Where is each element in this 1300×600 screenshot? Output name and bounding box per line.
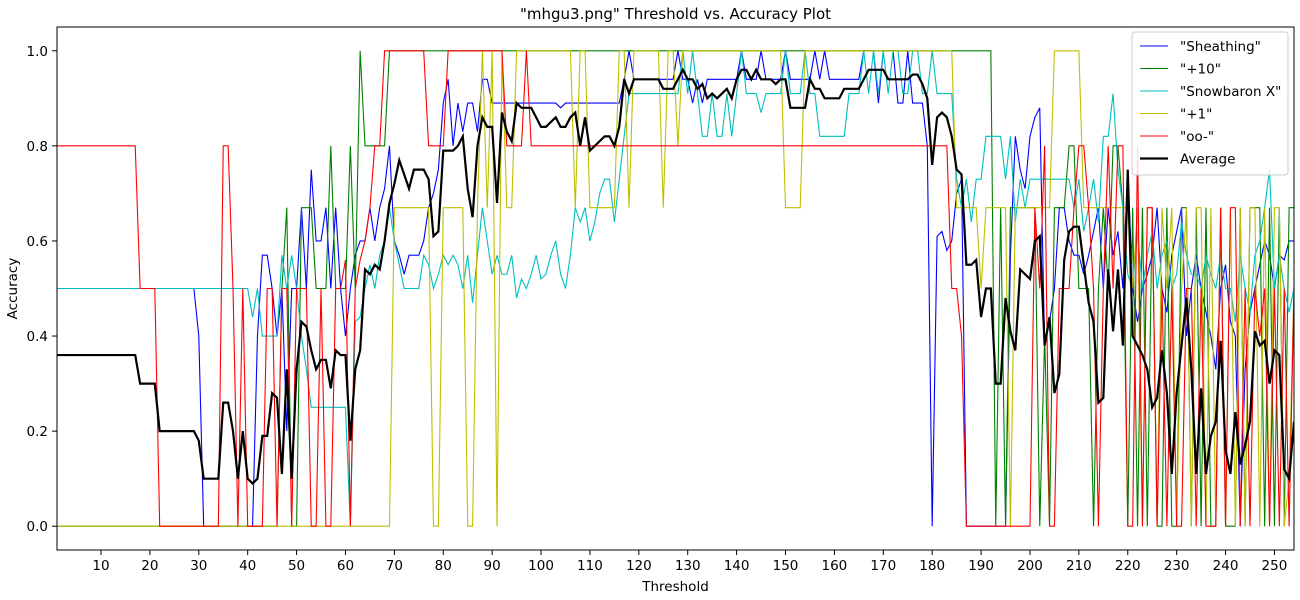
x-tick-label: 250 [1262, 558, 1288, 574]
x-tick-label: 40 [239, 558, 256, 574]
x-tick-label: 10 [92, 558, 109, 574]
legend-label-4: "oo-" [1180, 129, 1214, 145]
legend-label-5: Average [1180, 152, 1235, 168]
x-tick-label: 160 [822, 558, 848, 574]
x-tick-label: 150 [773, 558, 799, 574]
x-tick-label: 240 [1213, 558, 1239, 574]
x-tick-label: 110 [577, 558, 603, 574]
plot-frame [56, 26, 1295, 551]
legend-label-0: "Sheathing" [1180, 39, 1261, 55]
x-tick-label: 180 [919, 558, 945, 574]
x-tick-label: 170 [870, 558, 896, 574]
series-layer [57, 50, 1294, 527]
y-tick-label: 0.6 [27, 234, 48, 250]
x-tick-label: 60 [337, 558, 354, 574]
x-tick-label: 230 [1164, 558, 1190, 574]
x-tick-label: 30 [190, 558, 207, 574]
legend-label-3: "+1" [1180, 107, 1212, 123]
x-tick-label: 220 [1115, 558, 1141, 574]
y-tick-label: 0.8 [27, 139, 48, 155]
x-axis-ticks: 10 20 30 40 50 60 70 80 90 100 110 120 130 140 150 160 1… [92, 550, 1287, 574]
legend-box [1131, 31, 1289, 176]
x-tick-label: 50 [288, 558, 305, 574]
y-axis-ticks: 0.0 0.2 0.4 0.6 0.8 1.0 [27, 44, 57, 535]
x-tick-label: 120 [626, 558, 652, 574]
x-tick-label: 100 [528, 558, 554, 574]
x-tick-label: 80 [435, 558, 452, 574]
legend: "Sheathing" "+10" "Snowbaron X" "+1" "oo-" Av… [1131, 31, 1289, 176]
x-tick-label: 190 [968, 558, 994, 574]
x-tick-label: 20 [141, 558, 158, 574]
x-tick-label: 140 [724, 558, 750, 574]
x-axis-label: Threshold [641, 579, 709, 595]
legend-label-2: "Snowbaron X" [1180, 84, 1281, 100]
y-tick-label: 1.0 [27, 44, 48, 60]
chart-title: "mhgu3.png" Threshold vs. Accuracy Plot [520, 5, 831, 23]
y-tick-label: 0.4 [27, 329, 48, 345]
x-tick-label: 210 [1066, 558, 1092, 574]
x-tick-label: 90 [484, 558, 501, 574]
y-tick-label: 0.2 [27, 424, 48, 440]
y-tick-label: 0.0 [27, 519, 48, 535]
x-tick-label: 130 [675, 558, 701, 574]
legend-label-1: "+10" [1180, 62, 1221, 78]
x-tick-label: 200 [1017, 558, 1043, 574]
x-tick-label: 70 [386, 558, 403, 574]
series-line-4 [57, 50, 1294, 527]
y-axis-label: Accuracy [5, 258, 21, 320]
series-line-5 [57, 67, 1294, 485]
